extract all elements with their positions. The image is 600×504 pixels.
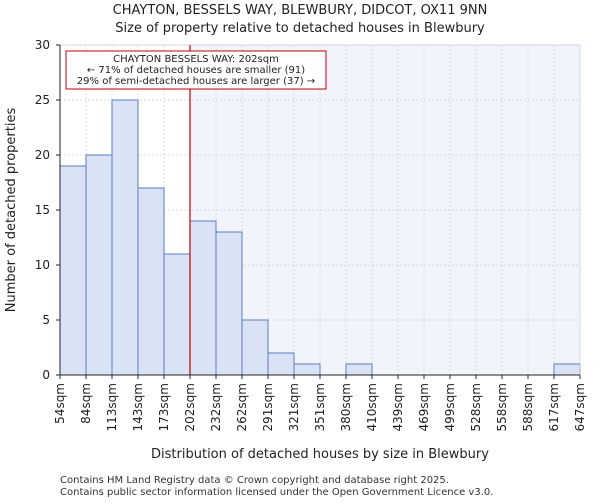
x-tick-label: 113sqm: [105, 383, 119, 431]
x-tick-label: 321sqm: [287, 383, 301, 431]
histogram-bar: [163, 253, 191, 376]
y-tick-label: 15: [35, 203, 50, 217]
annotation-line-2: ← 71% of detached houses are smaller (91…: [87, 65, 305, 76]
histogram-bar: [293, 363, 321, 376]
x-tick-label: 499sqm: [443, 383, 457, 431]
y-tick-label: 10: [35, 258, 50, 272]
x-axis-label: Distribution of detached houses by size …: [151, 447, 489, 462]
x-tick-label: 617sqm: [547, 383, 561, 431]
x-tick-label: 469sqm: [417, 383, 431, 431]
annotation-line-1: CHAYTON BESSELS WAY: 202sqm: [113, 54, 279, 65]
x-tick-label: 410sqm: [365, 383, 379, 431]
x-tick-label: 232sqm: [209, 383, 223, 431]
annotation-frame: [65, 50, 327, 90]
x-tick-label: 84sqm: [79, 383, 93, 424]
x-tick-label: 439sqm: [391, 383, 405, 431]
histogram-bar: [59, 165, 87, 376]
chart-subtitle: Size of property relative to detached ho…: [115, 21, 485, 36]
x-tick-label: 528sqm: [469, 383, 483, 431]
y-tick-label: 5: [42, 313, 50, 327]
annotation-line-3: 29% of semi-detached houses are larger (…: [77, 76, 315, 87]
x-tick-label: 351sqm: [313, 383, 327, 431]
y-axis-label: Number of detached properties: [4, 108, 19, 313]
histogram-bar: [189, 220, 217, 376]
histogram-bar: [85, 154, 113, 376]
histogram-bar: [345, 363, 373, 376]
histogram-bar: [137, 187, 165, 376]
y-ticks: 0 5 10 15 20 25 30: [35, 38, 580, 382]
y-tick-label: 25: [35, 93, 50, 107]
annotation-box: CHAYTON BESSELS WAY: 202sqm ← 71% of det…: [65, 50, 327, 90]
histogram-bar: [553, 363, 581, 376]
x-tick-label: 173sqm: [157, 383, 171, 431]
x-tick-label: 262sqm: [235, 383, 249, 431]
x-tick-label: 558sqm: [495, 383, 509, 431]
footer-line-1: Contains HM Land Registry data © Crown c…: [60, 475, 449, 486]
y-tick-label: 0: [42, 368, 50, 382]
x-tick-label: 202sqm: [183, 383, 197, 431]
y-tick-label: 20: [35, 148, 50, 162]
x-tick-label: 143sqm: [131, 383, 145, 431]
x-tick-label: 647sqm: [573, 383, 587, 431]
x-tick-label: 291sqm: [261, 383, 275, 431]
histogram-bar: [267, 352, 295, 376]
histogram-bar: [111, 99, 139, 376]
histogram-bar: [215, 231, 243, 376]
x-tick-label: 588sqm: [521, 383, 535, 431]
footer-line-2: Contains public sector information licen…: [60, 487, 493, 498]
chart-title: CHAYTON, BESSELS WAY, BLEWBURY, DIDCOT, …: [113, 3, 488, 18]
x-tick-label: 380sqm: [339, 383, 353, 431]
histogram-bar: [241, 319, 269, 376]
y-tick-label: 30: [35, 38, 50, 52]
x-tick-label: 54sqm: [53, 383, 67, 424]
